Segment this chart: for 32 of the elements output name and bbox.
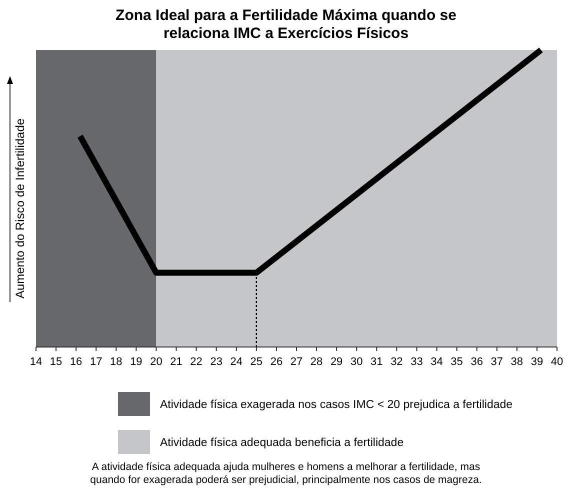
chart-title: Zona Ideal para a Fertilidade Máxima quando se relaciona IMC a Exercícios Físicos [116, 7, 456, 42]
y-axis-title: Aumento do Risco de Infertilidade [13, 118, 27, 299]
x-tick-label: 38 [510, 356, 524, 368]
x-tick-label: 28 [310, 356, 323, 368]
x-tick-label: 23 [210, 356, 222, 368]
x-tick-label: 17 [90, 356, 102, 368]
x-tick-label: 31 [370, 356, 383, 368]
x-tick-label: 34 [430, 356, 443, 368]
x-tick-label: 39 [530, 356, 544, 368]
legend-label: Atividade física exagerada nos casos IMC < 20 prejudica a fertilidade [160, 399, 513, 411]
x-tick-label: 19 [130, 356, 142, 368]
x-tick-label: 30 [350, 356, 363, 368]
x-tick-label: 36 [470, 356, 483, 368]
x-tick-label: 20 [150, 356, 162, 368]
x-tick-label: 14 [30, 356, 42, 368]
x-tick-label: 27 [290, 356, 303, 368]
x-tick-label: 18 [110, 356, 122, 368]
x-tick-label: 35 [450, 356, 463, 368]
x-tick-label: 21 [170, 356, 182, 368]
x-tick-label: 25 [250, 356, 263, 368]
x-tick-label: 37 [490, 356, 504, 368]
x-tick-label: 29 [330, 356, 343, 368]
x-tick-label: 33 [410, 356, 423, 368]
x-tick-label: 15 [50, 356, 62, 368]
x-tick-label: 24 [230, 356, 243, 368]
x-tick-label: 16 [70, 356, 82, 368]
legend-label: Atividade física adequada beneficia a fertilidade [160, 437, 404, 449]
x-tick-label: 40 [550, 356, 564, 368]
x-tick-label: 26 [270, 356, 283, 368]
x-tick-label: 32 [390, 356, 403, 368]
x-tick-label: 22 [190, 356, 202, 368]
text: A atividade física adequada ajuda mulheres e homens a melhorar a fertilidade, mas quando for exagerada poderá ser prejudicial, principalmente nos casos de magreza. [90, 461, 482, 486]
